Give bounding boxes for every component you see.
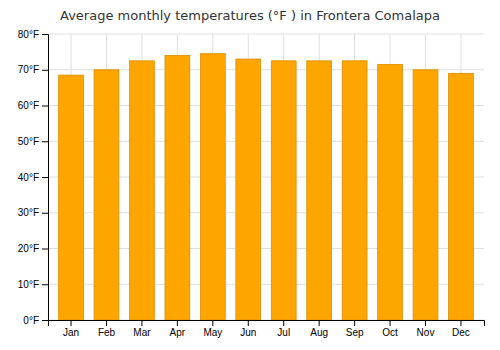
tick-label: Jan bbox=[63, 327, 79, 338]
tick: Jul bbox=[277, 320, 290, 338]
tick-label: 20°F bbox=[18, 243, 39, 254]
plot: 0°F 10°F 20°F 30°F 40°F 50°F 60°F 70°F 80°F Jan Fe… bbox=[18, 29, 485, 338]
tick: 80°F bbox=[18, 29, 48, 40]
tick-label: 10°F bbox=[18, 279, 39, 290]
tick: 30°F bbox=[18, 207, 48, 218]
tick-label: 70°F bbox=[18, 64, 39, 75]
tick-mark bbox=[42, 284, 48, 285]
tick-mark bbox=[283, 320, 284, 326]
tick-label: Jun bbox=[240, 327, 256, 338]
tick: 10°F bbox=[18, 279, 48, 290]
tick-mark bbox=[390, 320, 391, 326]
tick-mark bbox=[42, 34, 48, 35]
tick-label: Jul bbox=[277, 327, 290, 338]
tick: Dec bbox=[452, 320, 470, 338]
bar bbox=[307, 61, 332, 320]
bar bbox=[130, 61, 155, 320]
x-axis: Jan Feb Mar Apr May Jun Jul Aug Sep Oct Nov Dec bbox=[49, 320, 485, 338]
tick-label: Apr bbox=[170, 327, 186, 338]
tick: 70°F bbox=[18, 64, 48, 75]
tick: Jan bbox=[63, 320, 79, 338]
tick: Jun bbox=[240, 320, 256, 338]
bar bbox=[271, 61, 296, 320]
tick-mark bbox=[42, 249, 48, 250]
bar bbox=[378, 64, 403, 320]
bar bbox=[200, 54, 225, 320]
bar bbox=[413, 70, 438, 320]
chart: Average monthly temperatures (°F ) in Fr… bbox=[0, 0, 500, 350]
tick: 60°F bbox=[18, 100, 48, 111]
tick-mark bbox=[425, 320, 426, 326]
tick-mark bbox=[42, 213, 48, 214]
tick: Feb bbox=[98, 320, 116, 338]
tick: 50°F bbox=[18, 136, 48, 147]
bar bbox=[236, 59, 261, 320]
grid bbox=[48, 34, 484, 320]
tick-label: Feb bbox=[98, 327, 116, 338]
tick-label: Sep bbox=[346, 327, 364, 338]
tick-label: 0°F bbox=[23, 315, 39, 326]
bars bbox=[59, 54, 474, 320]
tick: Apr bbox=[170, 320, 186, 338]
tick: Sep bbox=[346, 320, 364, 338]
tick-label: Aug bbox=[310, 327, 328, 338]
tick-label: Oct bbox=[382, 327, 398, 338]
tick-label: 30°F bbox=[18, 207, 39, 218]
tick: Mar bbox=[133, 320, 151, 338]
bar bbox=[59, 75, 84, 320]
tick-label: 50°F bbox=[18, 136, 39, 147]
tick: 20°F bbox=[18, 243, 48, 254]
tick-label: May bbox=[203, 327, 222, 338]
tick-mark bbox=[42, 177, 48, 178]
tick-mark bbox=[42, 320, 48, 321]
axis-line bbox=[49, 321, 485, 327]
tick: May bbox=[203, 320, 222, 338]
tick: Aug bbox=[310, 320, 328, 338]
bar bbox=[342, 61, 367, 320]
tick: 40°F bbox=[18, 172, 48, 183]
tick: Nov bbox=[417, 320, 435, 338]
tick: 0°F bbox=[23, 315, 48, 326]
grid-line bbox=[48, 34, 484, 35]
tick-mark bbox=[42, 141, 48, 142]
tick-mark bbox=[177, 320, 178, 326]
tick-mark bbox=[354, 320, 355, 326]
tick-mark bbox=[71, 320, 72, 326]
tick: Oct bbox=[382, 320, 398, 338]
bar bbox=[449, 73, 474, 320]
tick-mark bbox=[248, 320, 249, 326]
y-axis: 0°F 10°F 20°F 30°F 40°F 50°F 60°F 70°F 80°F bbox=[18, 29, 49, 326]
bar bbox=[94, 70, 119, 320]
tick-label: 40°F bbox=[18, 172, 39, 183]
tick-mark bbox=[106, 320, 107, 326]
axis-line bbox=[42, 35, 49, 321]
tick-label: Dec bbox=[452, 327, 470, 338]
tick-mark bbox=[42, 106, 48, 107]
tick-label: Nov bbox=[417, 327, 435, 338]
tick-label: Mar bbox=[133, 327, 151, 338]
tick-mark bbox=[460, 320, 461, 326]
tick-mark bbox=[212, 320, 213, 326]
tick-mark bbox=[42, 70, 48, 71]
tick-label: 80°F bbox=[18, 29, 39, 40]
title: Average monthly temperatures (°F ) in Fr… bbox=[60, 8, 440, 23]
tick-mark bbox=[319, 320, 320, 326]
tick-label: 60°F bbox=[18, 100, 39, 111]
bar bbox=[165, 55, 190, 320]
tick-mark bbox=[141, 320, 142, 326]
